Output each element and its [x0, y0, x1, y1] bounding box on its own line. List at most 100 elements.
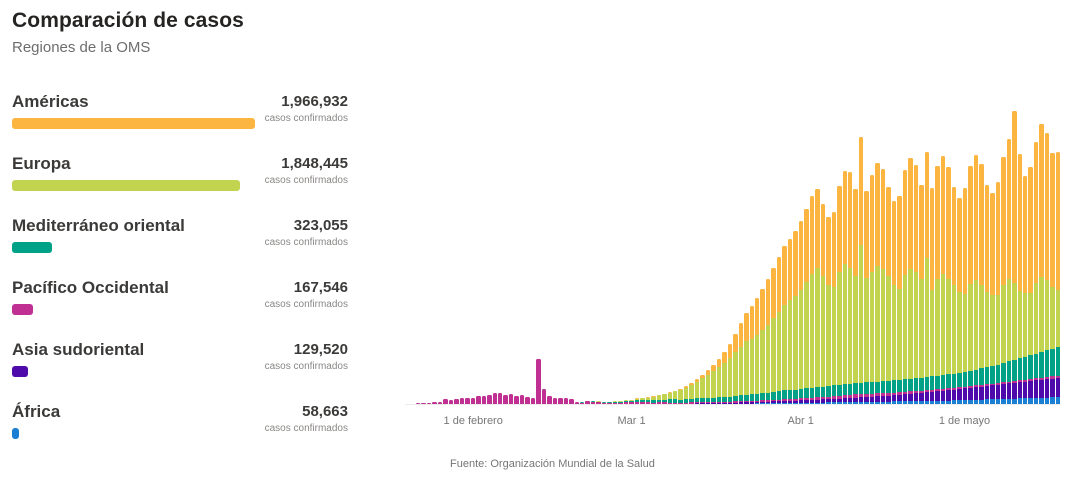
- bar[interactable]: [815, 188, 820, 404]
- bar[interactable]: [738, 323, 744, 404]
- bar[interactable]: [618, 401, 623, 404]
- bar[interactable]: [634, 398, 640, 404]
- bar[interactable]: [508, 394, 514, 404]
- bar[interactable]: [519, 395, 525, 404]
- bar[interactable]: [755, 298, 760, 404]
- bar[interactable]: [651, 396, 656, 404]
- bar[interactable]: [612, 401, 618, 404]
- bar[interactable]: [590, 401, 596, 404]
- bar[interactable]: [662, 393, 667, 404]
- bar[interactable]: [793, 230, 798, 404]
- bar[interactable]: [574, 401, 579, 404]
- bar[interactable]: [415, 403, 421, 404]
- legend-row-asia-sudoriental[interactable]: Asia sudoriental 129,520 casos confirmad…: [12, 340, 348, 377]
- bar[interactable]: [798, 221, 804, 404]
- bar[interactable]: [946, 167, 951, 404]
- bar[interactable]: [558, 398, 563, 404]
- bar[interactable]: [569, 398, 574, 404]
- bar[interactable]: [459, 398, 465, 404]
- bar[interactable]: [1044, 132, 1050, 404]
- bar[interactable]: [1039, 124, 1044, 404]
- bar[interactable]: [514, 396, 519, 404]
- bar[interactable]: [421, 403, 426, 404]
- bar[interactable]: [771, 268, 776, 404]
- bar[interactable]: [667, 392, 672, 404]
- bar[interactable]: [1012, 111, 1017, 404]
- bar[interactable]: [891, 200, 897, 404]
- legend-row-americas[interactable]: Américas 1,966,932 casos confirmados: [12, 92, 348, 129]
- bar[interactable]: [787, 238, 793, 404]
- bar[interactable]: [727, 343, 733, 404]
- bar[interactable]: [749, 306, 754, 404]
- bar[interactable]: [880, 169, 886, 404]
- bar[interactable]: [596, 401, 601, 404]
- bar[interactable]: [552, 397, 558, 404]
- legend-row-europa[interactable]: Europa 1,848,445 casos confirmados: [12, 154, 348, 191]
- bar[interactable]: [716, 359, 722, 404]
- bar[interactable]: [930, 188, 935, 404]
- bar[interactable]: [990, 192, 995, 404]
- bar[interactable]: [443, 398, 448, 404]
- bar[interactable]: [820, 204, 826, 404]
- bar[interactable]: [629, 399, 634, 404]
- bar[interactable]: [831, 211, 837, 404]
- legend-row-africa[interactable]: África 58,663 casos confirmados: [12, 402, 348, 439]
- bar[interactable]: [962, 188, 968, 404]
- bar[interactable]: [503, 394, 508, 404]
- bar[interactable]: [476, 396, 481, 404]
- bar[interactable]: [432, 401, 437, 404]
- bar[interactable]: [968, 166, 973, 404]
- bar[interactable]: [711, 365, 716, 404]
- bar[interactable]: [689, 383, 694, 404]
- bar[interactable]: [979, 164, 984, 404]
- bar[interactable]: [826, 216, 831, 404]
- legend-row-mediterraneo-oriental[interactable]: Mediterráneo oriental 323,055 casos conf…: [12, 216, 348, 253]
- bar[interactable]: [1033, 141, 1039, 404]
- bar[interactable]: [913, 165, 919, 404]
- bar[interactable]: [1055, 151, 1061, 404]
- bar[interactable]: [744, 313, 749, 404]
- bar[interactable]: [672, 390, 678, 404]
- bar[interactable]: [541, 389, 547, 404]
- bar[interactable]: [580, 402, 585, 404]
- bar[interactable]: [497, 393, 503, 404]
- bar[interactable]: [547, 396, 552, 404]
- chart-plot-area[interactable]: [405, 104, 1061, 405]
- bar[interactable]: [864, 191, 869, 404]
- bar[interactable]: [487, 394, 492, 404]
- bar[interactable]: [924, 152, 929, 404]
- bar[interactable]: [530, 398, 536, 404]
- bar[interactable]: [678, 388, 683, 404]
- bar[interactable]: [601, 401, 607, 404]
- bar[interactable]: [995, 182, 1001, 404]
- legend-row-pacifico-occidental[interactable]: Pacífico Occidental 167,546 casos confir…: [12, 278, 348, 315]
- bar[interactable]: [607, 401, 612, 404]
- bar[interactable]: [1006, 139, 1012, 404]
- bar[interactable]: [765, 279, 771, 404]
- bar[interactable]: [897, 195, 902, 404]
- bar[interactable]: [782, 246, 787, 404]
- bar[interactable]: [760, 288, 765, 404]
- bar[interactable]: [886, 186, 891, 404]
- bar[interactable]: [973, 154, 979, 404]
- bar[interactable]: [656, 395, 662, 404]
- bar[interactable]: [940, 156, 946, 404]
- bar[interactable]: [908, 158, 913, 404]
- bar[interactable]: [492, 392, 497, 404]
- bar[interactable]: [722, 352, 727, 404]
- bar[interactable]: [700, 375, 705, 404]
- bar[interactable]: [1028, 166, 1033, 404]
- bar[interactable]: [640, 397, 645, 404]
- bar[interactable]: [984, 184, 990, 404]
- bar[interactable]: [454, 398, 459, 404]
- bar[interactable]: [623, 399, 629, 404]
- bar[interactable]: [842, 171, 847, 404]
- bar[interactable]: [645, 397, 651, 404]
- bar[interactable]: [919, 185, 924, 404]
- bar[interactable]: [448, 399, 454, 404]
- bar[interactable]: [426, 402, 432, 404]
- bar[interactable]: [957, 197, 962, 404]
- bar[interactable]: [809, 196, 815, 404]
- bar[interactable]: [437, 401, 443, 404]
- bar[interactable]: [837, 186, 842, 404]
